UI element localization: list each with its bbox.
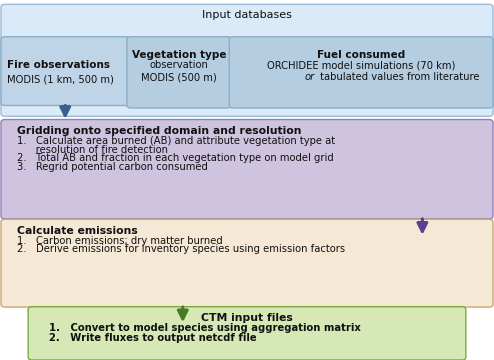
Text: tabulated values from literature: tabulated values from literature [317, 72, 480, 82]
FancyBboxPatch shape [1, 219, 493, 307]
Text: or: or [305, 72, 315, 82]
FancyBboxPatch shape [1, 37, 130, 105]
Text: MODIS (1 km, 500 m): MODIS (1 km, 500 m) [7, 74, 114, 84]
Text: 2.   Total AB and fraction in each vegetation type on model grid: 2. Total AB and fraction in each vegetat… [17, 153, 334, 163]
Text: Fire observations: Fire observations [7, 60, 111, 70]
FancyBboxPatch shape [1, 4, 493, 116]
Text: 1.   Carbon emissions; dry matter burned: 1. Carbon emissions; dry matter burned [17, 236, 223, 246]
Text: MODIS (500 m): MODIS (500 m) [141, 72, 217, 82]
Text: observation: observation [149, 60, 208, 71]
Text: ORCHIDEE model simulations (70 km): ORCHIDEE model simulations (70 km) [267, 60, 456, 71]
Text: Input databases: Input databases [202, 10, 292, 20]
Text: 2.   Derive emissions for inventory species using emission factors: 2. Derive emissions for inventory specie… [17, 244, 345, 255]
Text: Gridding onto specified domain and resolution: Gridding onto specified domain and resol… [17, 126, 302, 136]
FancyBboxPatch shape [229, 37, 493, 108]
Text: 1.   Calculate area burned (AB) and attribute vegetation type at: 1. Calculate area burned (AB) and attrib… [17, 136, 335, 146]
Text: 1.   Convert to model species using aggregation matrix: 1. Convert to model species using aggreg… [49, 323, 361, 333]
Text: CTM input files: CTM input files [201, 313, 293, 323]
Text: Fuel consumed: Fuel consumed [318, 50, 406, 60]
Text: 2.   Write fluxes to output netcdf file: 2. Write fluxes to output netcdf file [49, 333, 257, 343]
Text: 3.   Regrid potential carbon consumed: 3. Regrid potential carbon consumed [17, 162, 208, 172]
FancyBboxPatch shape [1, 120, 493, 219]
Text: Vegetation type: Vegetation type [131, 50, 226, 60]
FancyBboxPatch shape [28, 307, 466, 360]
Text: resolution of fire detection: resolution of fire detection [17, 145, 168, 155]
Text: Calculate emissions: Calculate emissions [17, 226, 138, 236]
FancyBboxPatch shape [127, 37, 231, 108]
